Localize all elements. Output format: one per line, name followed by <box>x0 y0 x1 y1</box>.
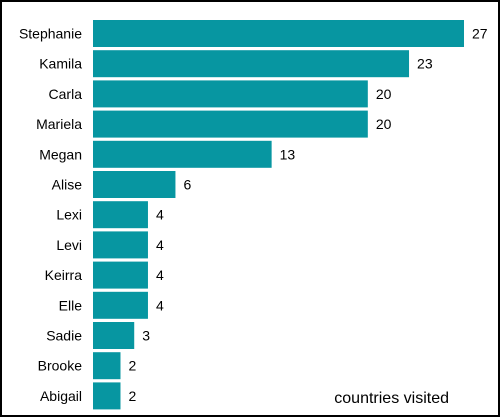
category-labels-group: Stephanie Kamila Carla Mariela Megan Alise Lex… <box>19 26 82 404</box>
category-label-mariela: Mariela <box>36 116 82 132</box>
category-label-kamila: Kamila <box>39 56 82 72</box>
category-label-elle: Elle <box>59 297 83 313</box>
bar-lexi <box>93 201 148 229</box>
bar-megan <box>93 140 272 168</box>
bar-keirra <box>93 261 148 289</box>
category-label-levi: Levi <box>56 237 82 253</box>
category-label-carla: Carla <box>49 86 83 102</box>
value-label-alise: 6 <box>183 177 191 193</box>
value-label-levi: 4 <box>156 237 164 253</box>
value-label-abigail: 2 <box>128 388 136 404</box>
bar-levi <box>93 231 148 259</box>
bar-kamila <box>93 50 410 78</box>
value-label-brooke: 2 <box>128 358 136 374</box>
category-label-keirra: Keirra <box>45 267 83 283</box>
bar-mariela <box>93 110 368 138</box>
bar-elle <box>93 291 148 319</box>
bar-sadie <box>93 322 135 349</box>
category-label-stephanie: Stephanie <box>19 26 82 42</box>
bar-carla <box>93 80 368 108</box>
bar-alise <box>93 171 176 198</box>
category-label-brooke: Brooke <box>38 358 83 374</box>
category-label-lexi: Lexi <box>56 207 82 223</box>
value-label-megan: 13 <box>280 146 296 162</box>
value-label-stephanie: 27 <box>472 26 488 42</box>
value-label-mariela: 20 <box>376 116 392 132</box>
bar-abigail <box>93 382 121 410</box>
value-label-keirra: 4 <box>156 267 164 283</box>
value-label-elle: 4 <box>156 297 164 313</box>
bar-stephanie <box>93 20 464 47</box>
bar-brooke <box>93 352 121 380</box>
category-label-sadie: Sadie <box>46 328 82 344</box>
value-label-kamila: 23 <box>417 56 433 72</box>
chart-annotation: countries visited <box>334 390 449 407</box>
category-label-megan: Megan <box>39 146 82 162</box>
category-label-alise: Alise <box>52 177 83 193</box>
category-label-abigail: Abigail <box>40 388 82 404</box>
bars-group <box>93 20 464 410</box>
value-label-sadie: 3 <box>142 328 150 344</box>
value-label-lexi: 4 <box>156 207 164 223</box>
value-label-carla: 20 <box>376 86 392 102</box>
